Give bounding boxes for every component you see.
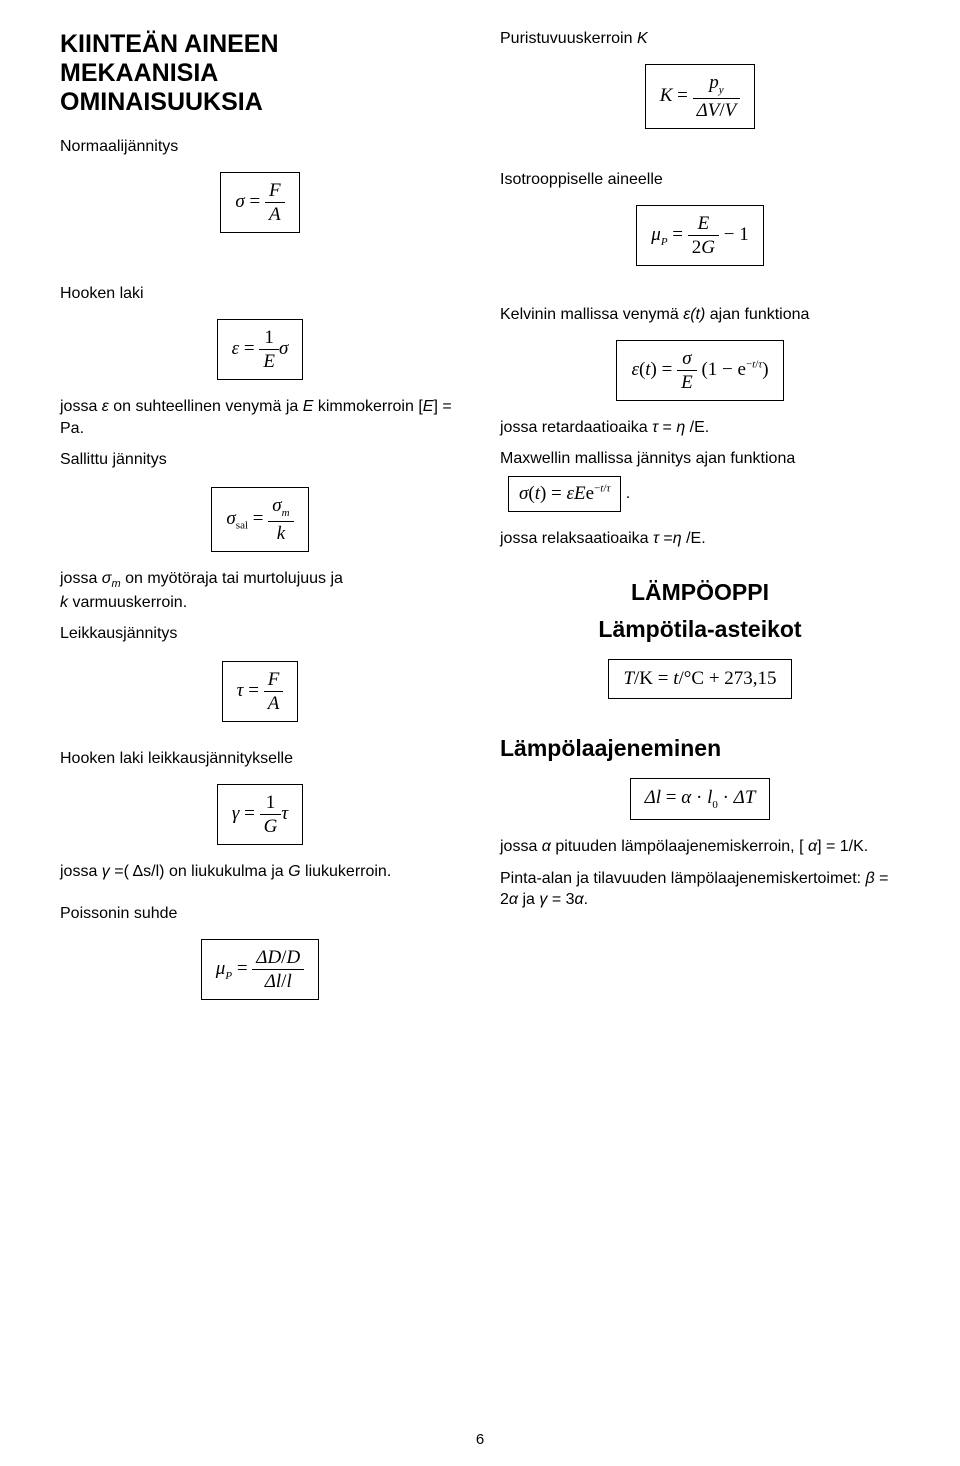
txt: jossa	[60, 863, 102, 880]
tk-formula-wrap: T/K = t/°C + 273,15	[500, 653, 900, 705]
txt: Pinta-alan ja tilavuuden lämpölaajenemis…	[500, 870, 866, 887]
compressibility-formula: K = pyΔV/V	[645, 64, 756, 129]
kelvin-heading: Kelvinin mallissa venymä ε(t) ajan funkt…	[500, 306, 900, 324]
txt: .	[584, 891, 588, 908]
title-line-3: OMINAISUUKSIA	[60, 88, 263, 116]
txt: ] = 1/K.	[817, 838, 868, 855]
hooke-shear-formula: γ = 1Gτ	[217, 784, 303, 845]
page-number: 6	[0, 1431, 960, 1448]
txt: /E.	[682, 530, 706, 547]
poisson-formula: μP = ΔD/DΔl/l	[201, 939, 319, 1000]
shear-text: jossa γ =( Δs/l) on liukukulma ja G liuk…	[60, 861, 460, 883]
txt: jossa	[60, 570, 102, 587]
compressibility-heading: Puristuvuuskerroin K	[500, 30, 900, 48]
txt: =	[658, 419, 676, 436]
hooke-heading: Hooken laki	[60, 285, 460, 303]
txt: =	[659, 530, 673, 547]
txt: on suhteellinen venymä ja	[109, 398, 303, 415]
txt: jossa relaksaatioaika	[500, 530, 653, 547]
relaxation-text: jossa relaksaatioaika τ =η /E.	[500, 528, 900, 550]
normal-stress-formula: σ = FA	[220, 172, 299, 233]
shear-heading: Leikkausjännitys	[60, 623, 460, 645]
tk-formula: T/K = t/°C + 273,15	[608, 659, 791, 699]
maxwell-formula: σ(t) = εEe−t/τ	[508, 476, 621, 512]
txt: liukukerroin.	[301, 863, 392, 880]
expansion-formula-wrap: Δl = α · l0 · ΔT	[500, 772, 900, 826]
kelvin-formula: ε(t) = σE (1 − e−t/τ)	[616, 340, 783, 401]
hooke-formula-wrap: ε = 1Eσ	[60, 313, 460, 386]
isotropic-formula-wrap: μP = E2G − 1	[500, 199, 900, 272]
txt: =( Δs/l) on liukukulma ja	[110, 863, 288, 880]
compressibility-formula-wrap: K = pyΔV/V	[500, 58, 900, 135]
title-line-2: MEKAANISIA	[60, 59, 218, 87]
alpha-text: jossa α pituuden lämpölaajenemiskerroin,…	[500, 836, 900, 858]
lampo-section: LÄMPÖOPPI Lämpötila-asteikot	[500, 579, 900, 643]
two-column-layout: KIINTEÄN AINEEN MEKAANISIA OMINAISUUKSIA…	[60, 30, 900, 1006]
txt: jossa	[60, 398, 102, 415]
isotropic-heading: Isotrooppiselle aineelle	[500, 171, 900, 189]
relative-strain-text: jossa ε on suhteellinen venymä ja E kimm…	[60, 396, 460, 439]
isotropic-formula: μP = E2G − 1	[636, 205, 763, 266]
shear-formula-wrap: τ = FA	[60, 655, 460, 728]
page: KIINTEÄN AINEEN MEKAANISIA OMINAISUUKSIA…	[0, 0, 960, 1466]
txt: jossa	[500, 838, 542, 855]
allowed-stress-formula-wrap: σsal = σmk	[60, 481, 460, 558]
txt: kimmokerroin [	[313, 398, 422, 415]
area-volume-text: Pinta-alan ja tilavuuden lämpölaajenemis…	[500, 868, 900, 911]
expansion-title: Lämpölaajeneminen	[500, 735, 900, 762]
lampo-title: LÄMPÖOPPI	[500, 579, 900, 606]
scales-title: Lämpötila-asteikot	[500, 616, 900, 643]
txt: = 3	[547, 891, 574, 908]
right-column: Puristuvuuskerroin K K = pyΔV/V Isotroop…	[500, 30, 900, 1006]
retardation-text: jossa retardaatioaika τ = η /E.	[500, 417, 900, 439]
txt: Kelvinin mallissa venymä	[500, 306, 683, 323]
shear-formula: τ = FA	[222, 661, 299, 722]
left-column: KIINTEÄN AINEEN MEKAANISIA OMINAISUUKSIA…	[60, 30, 460, 1006]
main-title: KIINTEÄN AINEEN MEKAANISIA OMINAISUUKSIA	[60, 30, 460, 116]
kelvin-formula-wrap: ε(t) = σE (1 − e−t/τ)	[500, 334, 900, 407]
txt: varmuuskerroin.	[68, 594, 187, 611]
hooke-formula: ε = 1Eσ	[217, 319, 304, 380]
poisson-formula-wrap: μP = ΔD/DΔl/l	[60, 933, 460, 1006]
title-line-1: KIINTEÄN AINEEN	[60, 30, 279, 58]
allowed-stress-heading: Sallittu jännitys	[60, 449, 460, 471]
allowed-stress-text: jossa σm on myötöraja tai murtolujuus ja…	[60, 568, 460, 614]
txt: on myötöraja tai murtolujuus ja	[121, 570, 343, 587]
hooke-shear-formula-wrap: γ = 1Gτ	[60, 778, 460, 851]
txt: ja	[518, 891, 539, 908]
txt: pituuden lämpölaajenemiskerroin, [	[551, 838, 808, 855]
poisson-heading: Poissonin suhde	[60, 905, 460, 923]
normal-stress-formula-wrap: σ = FA	[60, 166, 460, 239]
txt: /E.	[685, 419, 709, 436]
allowed-stress-formula: σsal = σmk	[211, 487, 308, 552]
txt: ajan funktiona	[705, 306, 809, 323]
txt: Puristuvuuskerroin	[500, 30, 637, 47]
normal-stress-heading: Normaalijännitys	[60, 138, 460, 156]
txt: jossa retardaatioaika	[500, 419, 652, 436]
expansion-formula: Δl = α · l0 · ΔT	[630, 778, 771, 820]
txt: Maxwellin mallissa jännitys ajan funktio…	[500, 450, 795, 467]
hooke-shear-heading: Hooken laki leikkausjännitykselle	[60, 750, 460, 768]
maxwell-text: Maxwellin mallissa jännitys ajan funktio…	[500, 448, 900, 517]
